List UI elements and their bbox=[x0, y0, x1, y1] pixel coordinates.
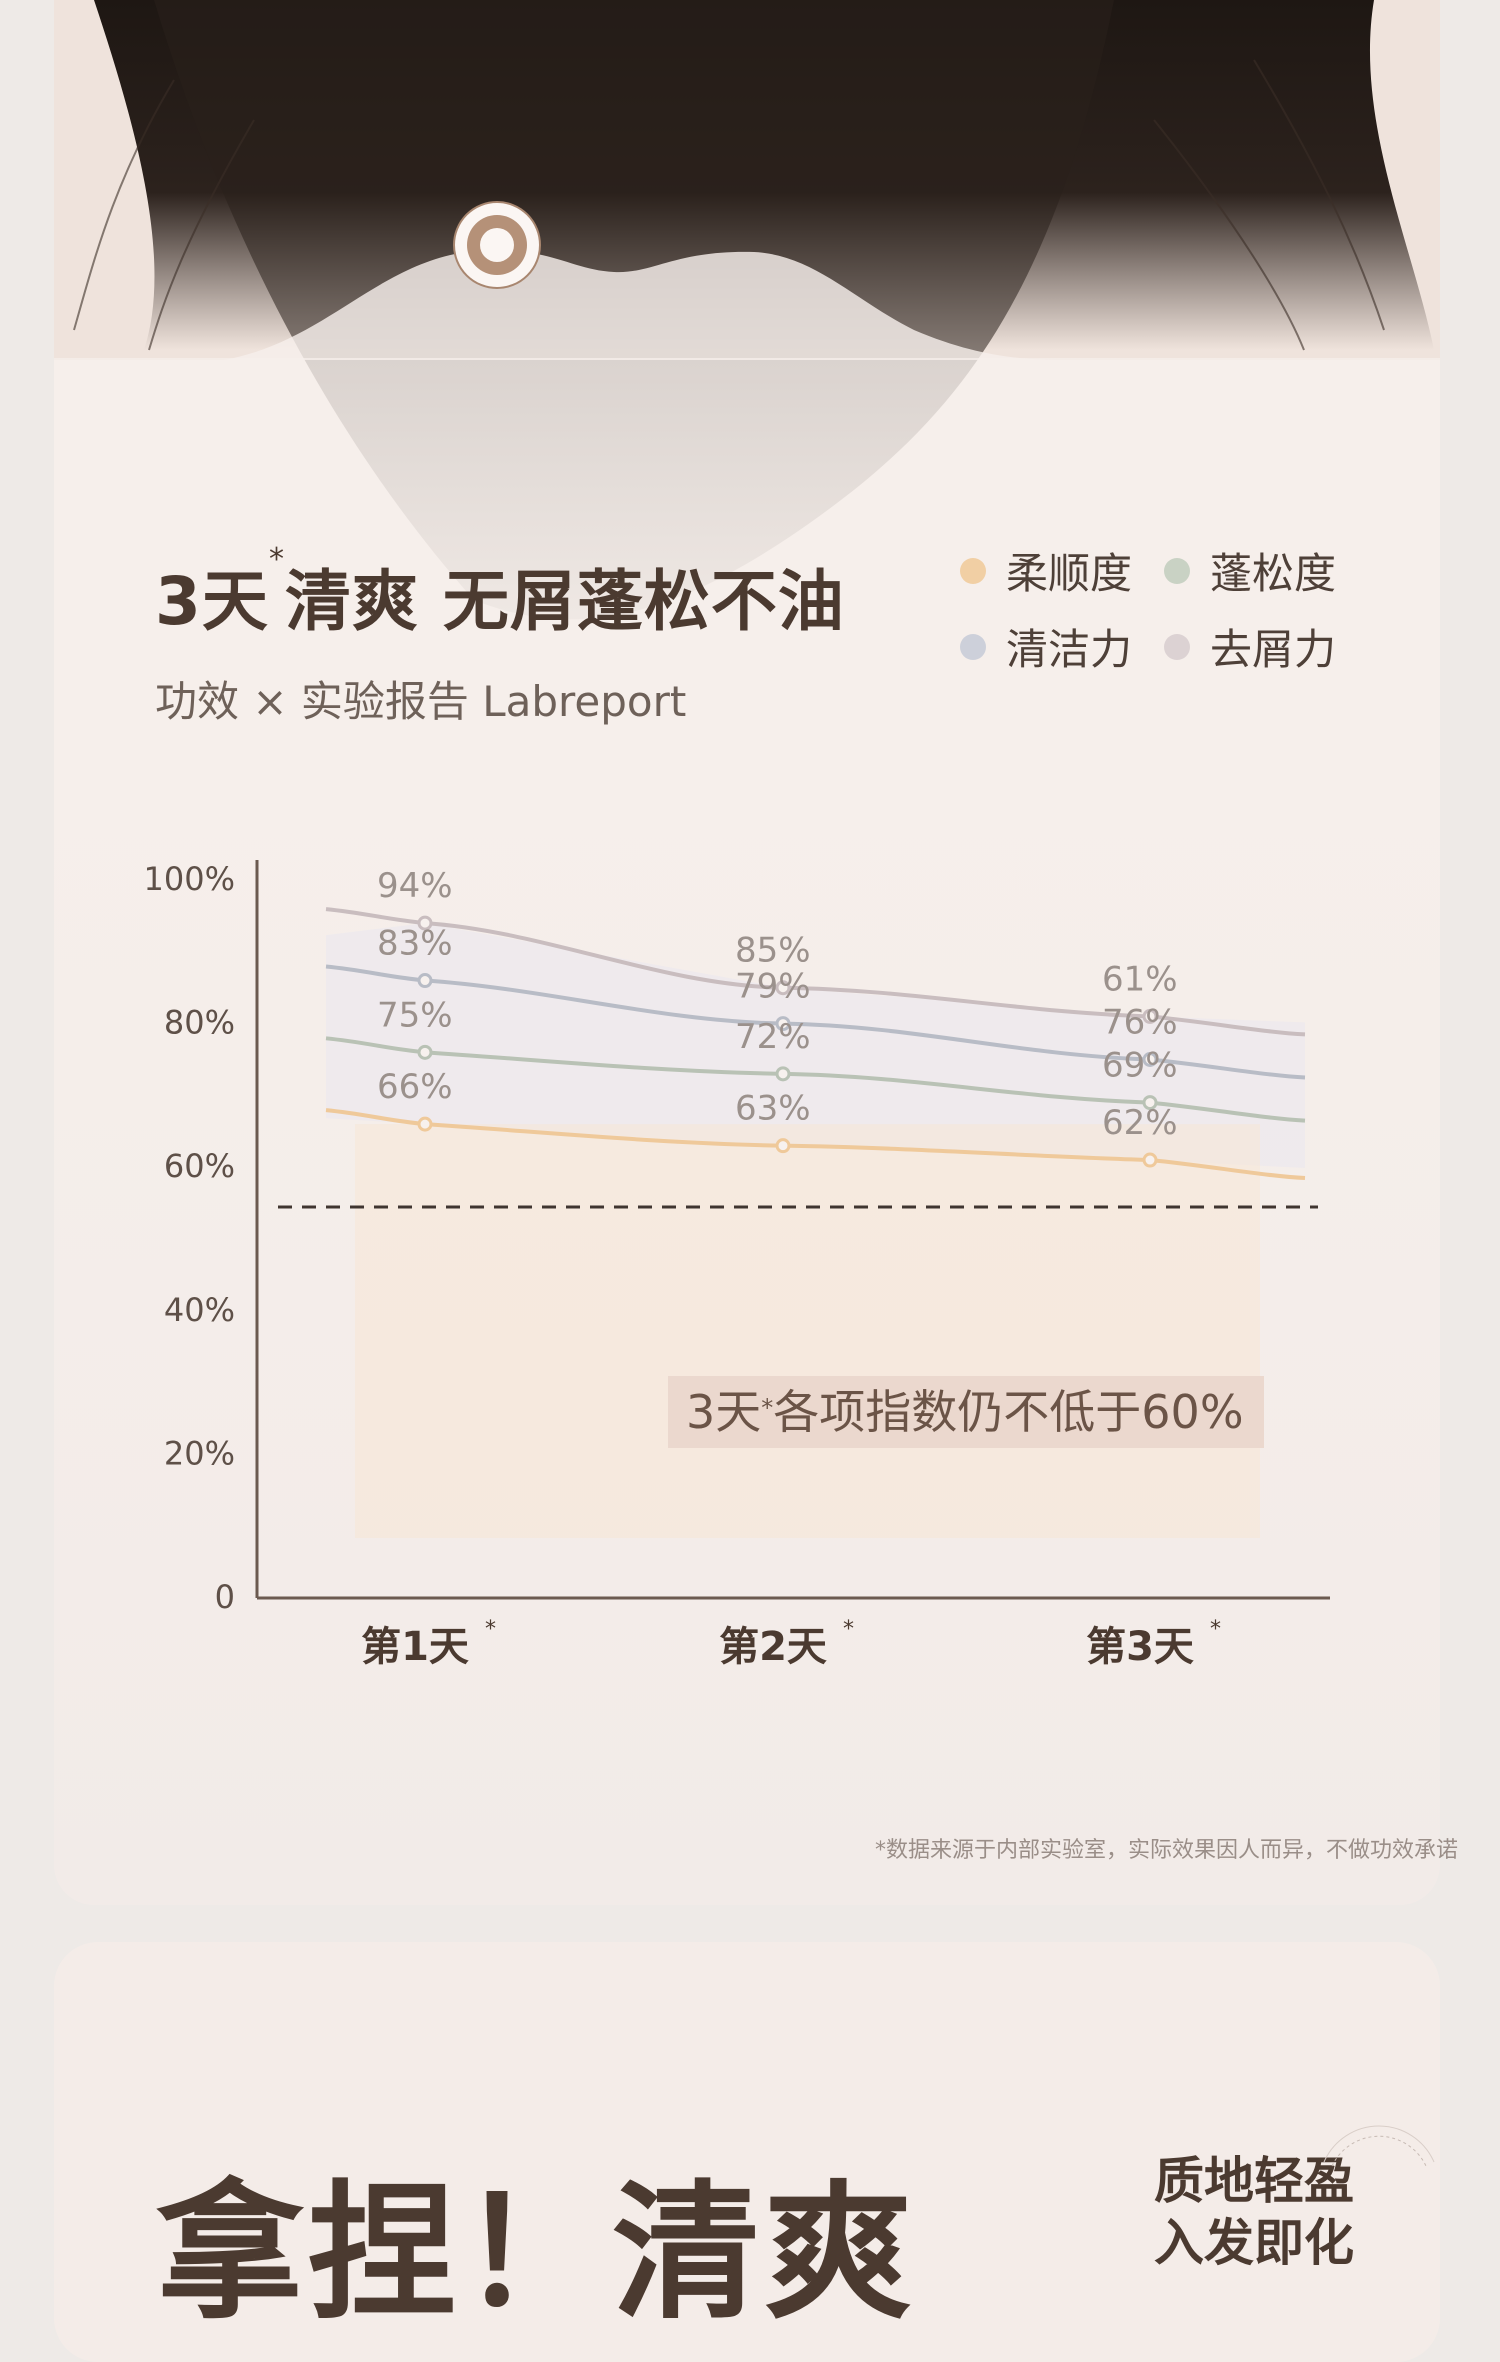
x-tick-mark: * bbox=[843, 1617, 854, 1642]
legend-item: 蓬松度 bbox=[1164, 540, 1336, 601]
y-tick-label: 20% bbox=[164, 1434, 235, 1472]
tagline-line: 质地轻盈 bbox=[1154, 2152, 1354, 2210]
legend-item: 去屑力 bbox=[1164, 616, 1336, 677]
report-title: 3天*清爽 无屑蓬松不油 bbox=[155, 542, 845, 640]
area-fill bbox=[355, 1124, 1260, 1538]
data-point bbox=[417, 915, 433, 931]
legend-dot-cleansing bbox=[960, 633, 986, 660]
data-label: 79% bbox=[735, 967, 811, 1007]
legend-dot-antidandruff bbox=[1164, 633, 1190, 660]
data-label: 66% bbox=[377, 1067, 453, 1107]
data-label: 85% bbox=[735, 931, 811, 971]
chart-callout: 3天*各项指数仍不低于60% bbox=[668, 1376, 1264, 1448]
data-point bbox=[417, 973, 433, 989]
data-point bbox=[775, 980, 791, 996]
x-tick-mark: * bbox=[1210, 1617, 1221, 1642]
data-label: 69% bbox=[1102, 1046, 1178, 1086]
x-tick-label: 第2天 bbox=[719, 1624, 827, 1670]
y-tick-label: 40% bbox=[164, 1291, 235, 1329]
efficacy-line-chart: 0 20% 40% 60% 80% 100% 94% 85% 61% 83% 79% 76% 75% 72… bbox=[144, 860, 1330, 1670]
texture-card: 拿捏！清爽 质地轻盈 入发即化 bbox=[54, 1942, 1440, 2362]
data-label: 72% bbox=[735, 1017, 811, 1057]
report-header: 3天*清爽 无屑蓬松不油 功效 × 实验报告 Labreport bbox=[155, 542, 845, 729]
x-tick-label: 第1天 bbox=[361, 1624, 469, 1670]
legend-item: 清洁力 bbox=[960, 616, 1132, 677]
data-point bbox=[775, 1138, 791, 1154]
legend-label: 柔顺度 bbox=[1006, 549, 1133, 598]
legend-dot-smoothness bbox=[960, 557, 986, 584]
data-point bbox=[1142, 1095, 1158, 1111]
x-tick-label: 第3天 bbox=[1086, 1624, 1194, 1670]
texture-tagline: 质地轻盈 入发即化 bbox=[1154, 2150, 1354, 2274]
data-point bbox=[775, 1016, 791, 1032]
data-point bbox=[1142, 1052, 1158, 1067]
data-point bbox=[417, 1044, 433, 1060]
data-label: 63% bbox=[735, 1089, 811, 1129]
tagline-line: 入发即化 bbox=[1154, 2214, 1354, 2272]
data-point bbox=[417, 1116, 433, 1132]
data-source-footnote: *数据来源于内部实验室，实际效果因人而异，不做功效承诺 bbox=[874, 1838, 1458, 1863]
hair-photo bbox=[54, 0, 1440, 700]
data-point bbox=[1142, 1008, 1158, 1024]
decorative-stamp bbox=[1323, 2125, 1435, 2167]
lab-report-card bbox=[54, 0, 1440, 1905]
y-tick-label: 80% bbox=[164, 1004, 235, 1042]
y-tick-label: 100% bbox=[144, 860, 235, 898]
x-tick-mark: * bbox=[485, 1617, 496, 1642]
legend-dot-volume bbox=[1164, 557, 1190, 584]
legend-item: 柔顺度 bbox=[960, 540, 1132, 601]
report-subtitle: 功效 × 实验报告 Labreport bbox=[155, 677, 687, 726]
data-label: 94% bbox=[377, 866, 453, 906]
y-tick-label: 0 bbox=[215, 1578, 235, 1616]
y-tick-label: 60% bbox=[164, 1147, 235, 1185]
data-label: 76% bbox=[1102, 1003, 1178, 1043]
data-label: 75% bbox=[377, 995, 453, 1035]
data-point bbox=[1142, 1152, 1158, 1168]
legend-label: 蓬松度 bbox=[1210, 549, 1337, 598]
data-point bbox=[775, 1066, 791, 1082]
legend-label: 去屑力 bbox=[1210, 625, 1337, 674]
data-label: 62% bbox=[1102, 1103, 1178, 1143]
data-label: 83% bbox=[377, 924, 453, 964]
legend-label: 清洁力 bbox=[1006, 625, 1133, 674]
data-label: 61% bbox=[1102, 959, 1178, 999]
band-fill bbox=[326, 923, 1305, 1169]
section-title: 拿捏！清爽 bbox=[156, 2167, 916, 2339]
